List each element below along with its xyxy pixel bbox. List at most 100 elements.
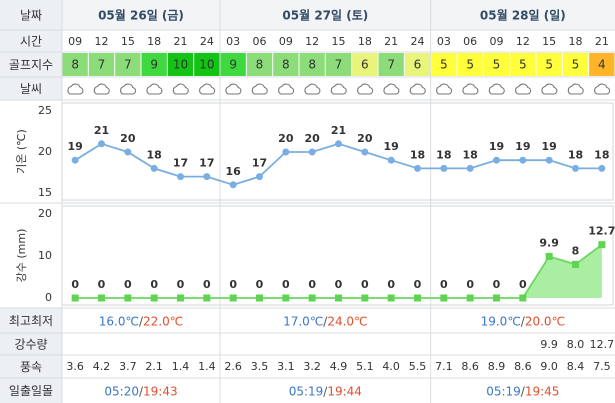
wind-speed: 3.2 — [303, 360, 321, 373]
header-bg — [0, 0, 615, 30]
precip-amount: 12.7 — [590, 338, 615, 351]
value-label: 0 — [177, 278, 185, 291]
precip-marker — [203, 294, 211, 302]
golf-cell — [431, 53, 457, 76]
value-label: 0 — [256, 278, 264, 291]
temp-marker — [229, 181, 237, 189]
golf-cell — [167, 53, 194, 76]
precip-marker — [177, 294, 184, 302]
weather-icon — [594, 83, 611, 95]
golf-cell — [115, 53, 141, 76]
weather-icon — [172, 83, 189, 95]
golf-index: 7 — [98, 58, 106, 72]
time-label: 18 — [569, 35, 583, 48]
value-label: 21 — [331, 124, 346, 137]
cloud — [146, 83, 163, 95]
temp-marker — [598, 164, 606, 172]
value-label: 0 — [335, 278, 343, 291]
minmax-part: / — [323, 314, 328, 328]
precip-amount: 9.9 — [540, 338, 558, 351]
value-label: 0 — [414, 278, 422, 291]
minmax-part: 17.0℃ — [283, 314, 323, 328]
y-tick-label: 15 — [38, 186, 52, 199]
precip-marker — [493, 294, 500, 302]
value-label: 0 — [387, 278, 395, 291]
wind-speed: 5.1 — [356, 360, 374, 373]
temp-marker — [440, 164, 448, 172]
golf-index: 7 — [387, 58, 395, 72]
row-label: 시간 — [20, 35, 42, 49]
time-label: 09 — [279, 35, 293, 48]
precip-marker — [545, 252, 553, 260]
time-label: 06 — [253, 35, 267, 48]
time-label: 15 — [332, 35, 346, 48]
time-label: 21 — [384, 35, 398, 48]
value-label: 19 — [515, 140, 530, 153]
weather-icon — [146, 83, 163, 95]
golf-cell — [483, 53, 510, 76]
golf-index: 5 — [466, 58, 474, 72]
weather-icon — [67, 83, 84, 95]
temp-marker — [177, 173, 184, 181]
temp-marker — [414, 164, 421, 172]
weather-icon — [462, 83, 479, 95]
minmax-part: 24.0℃ — [327, 314, 367, 328]
sun-part: 05:19 — [486, 384, 521, 398]
temp-marker — [203, 173, 211, 181]
sun-part: / — [323, 384, 328, 398]
golf-index: 8 — [256, 58, 264, 72]
sun-part: 19:45 — [525, 384, 560, 398]
row-label-bg — [0, 378, 62, 403]
time-label: 21 — [174, 35, 188, 48]
time-label: 21 — [595, 35, 609, 48]
wind-speed: 8.4 — [567, 360, 585, 373]
value-label: 18 — [463, 148, 478, 161]
chart-frame — [61, 102, 614, 201]
wind-speed: 5.5 — [409, 360, 427, 373]
value-label: 0 — [466, 278, 474, 291]
precip-area — [75, 244, 602, 298]
temp-marker — [308, 148, 316, 156]
y-tick-label: 0 — [45, 291, 52, 304]
sun-part: / — [521, 384, 526, 398]
value-label: 0 — [361, 278, 369, 291]
golf-cell — [457, 53, 483, 76]
cloud — [541, 83, 558, 95]
golf-index: 10 — [173, 58, 188, 72]
wind-speed: 4.2 — [93, 360, 111, 373]
golf-cell — [141, 53, 167, 76]
precip-marker — [598, 241, 606, 249]
temp-marker — [335, 140, 342, 148]
time-label: 12 — [516, 35, 530, 48]
temp-marker — [572, 164, 579, 172]
sun-text: 05:19/19:44 — [289, 384, 362, 398]
precip-marker — [414, 294, 421, 302]
weather-icon — [304, 83, 321, 95]
golf-cell — [536, 53, 562, 76]
wind-speed: 2.6 — [224, 360, 242, 373]
value-label: 8 — [572, 244, 580, 257]
row-label: 최고최저 — [9, 314, 53, 328]
wind-speed: 4.0 — [382, 360, 400, 373]
golf-index: 5 — [493, 58, 501, 72]
temp-marker — [98, 140, 105, 148]
time-label: 06 — [463, 35, 477, 48]
precip-marker — [71, 294, 79, 302]
cloud — [199, 83, 216, 95]
cloud — [93, 83, 110, 95]
precip-marker — [124, 294, 132, 302]
value-label: 0 — [282, 278, 290, 291]
value-label: 0 — [440, 278, 448, 291]
golf-index: 6 — [414, 58, 422, 72]
value-label: 0 — [308, 278, 316, 291]
precip-marker — [440, 294, 448, 302]
time-label: 03 — [226, 35, 240, 48]
temp-marker — [493, 156, 500, 164]
golf-cell — [510, 53, 536, 76]
golf-index: 5 — [519, 58, 527, 72]
golf-index: 7 — [124, 58, 132, 72]
wind-speed: 3.1 — [277, 360, 295, 373]
time-label: 24 — [411, 35, 425, 48]
precip-marker — [229, 294, 237, 302]
precip-marker — [335, 294, 342, 302]
